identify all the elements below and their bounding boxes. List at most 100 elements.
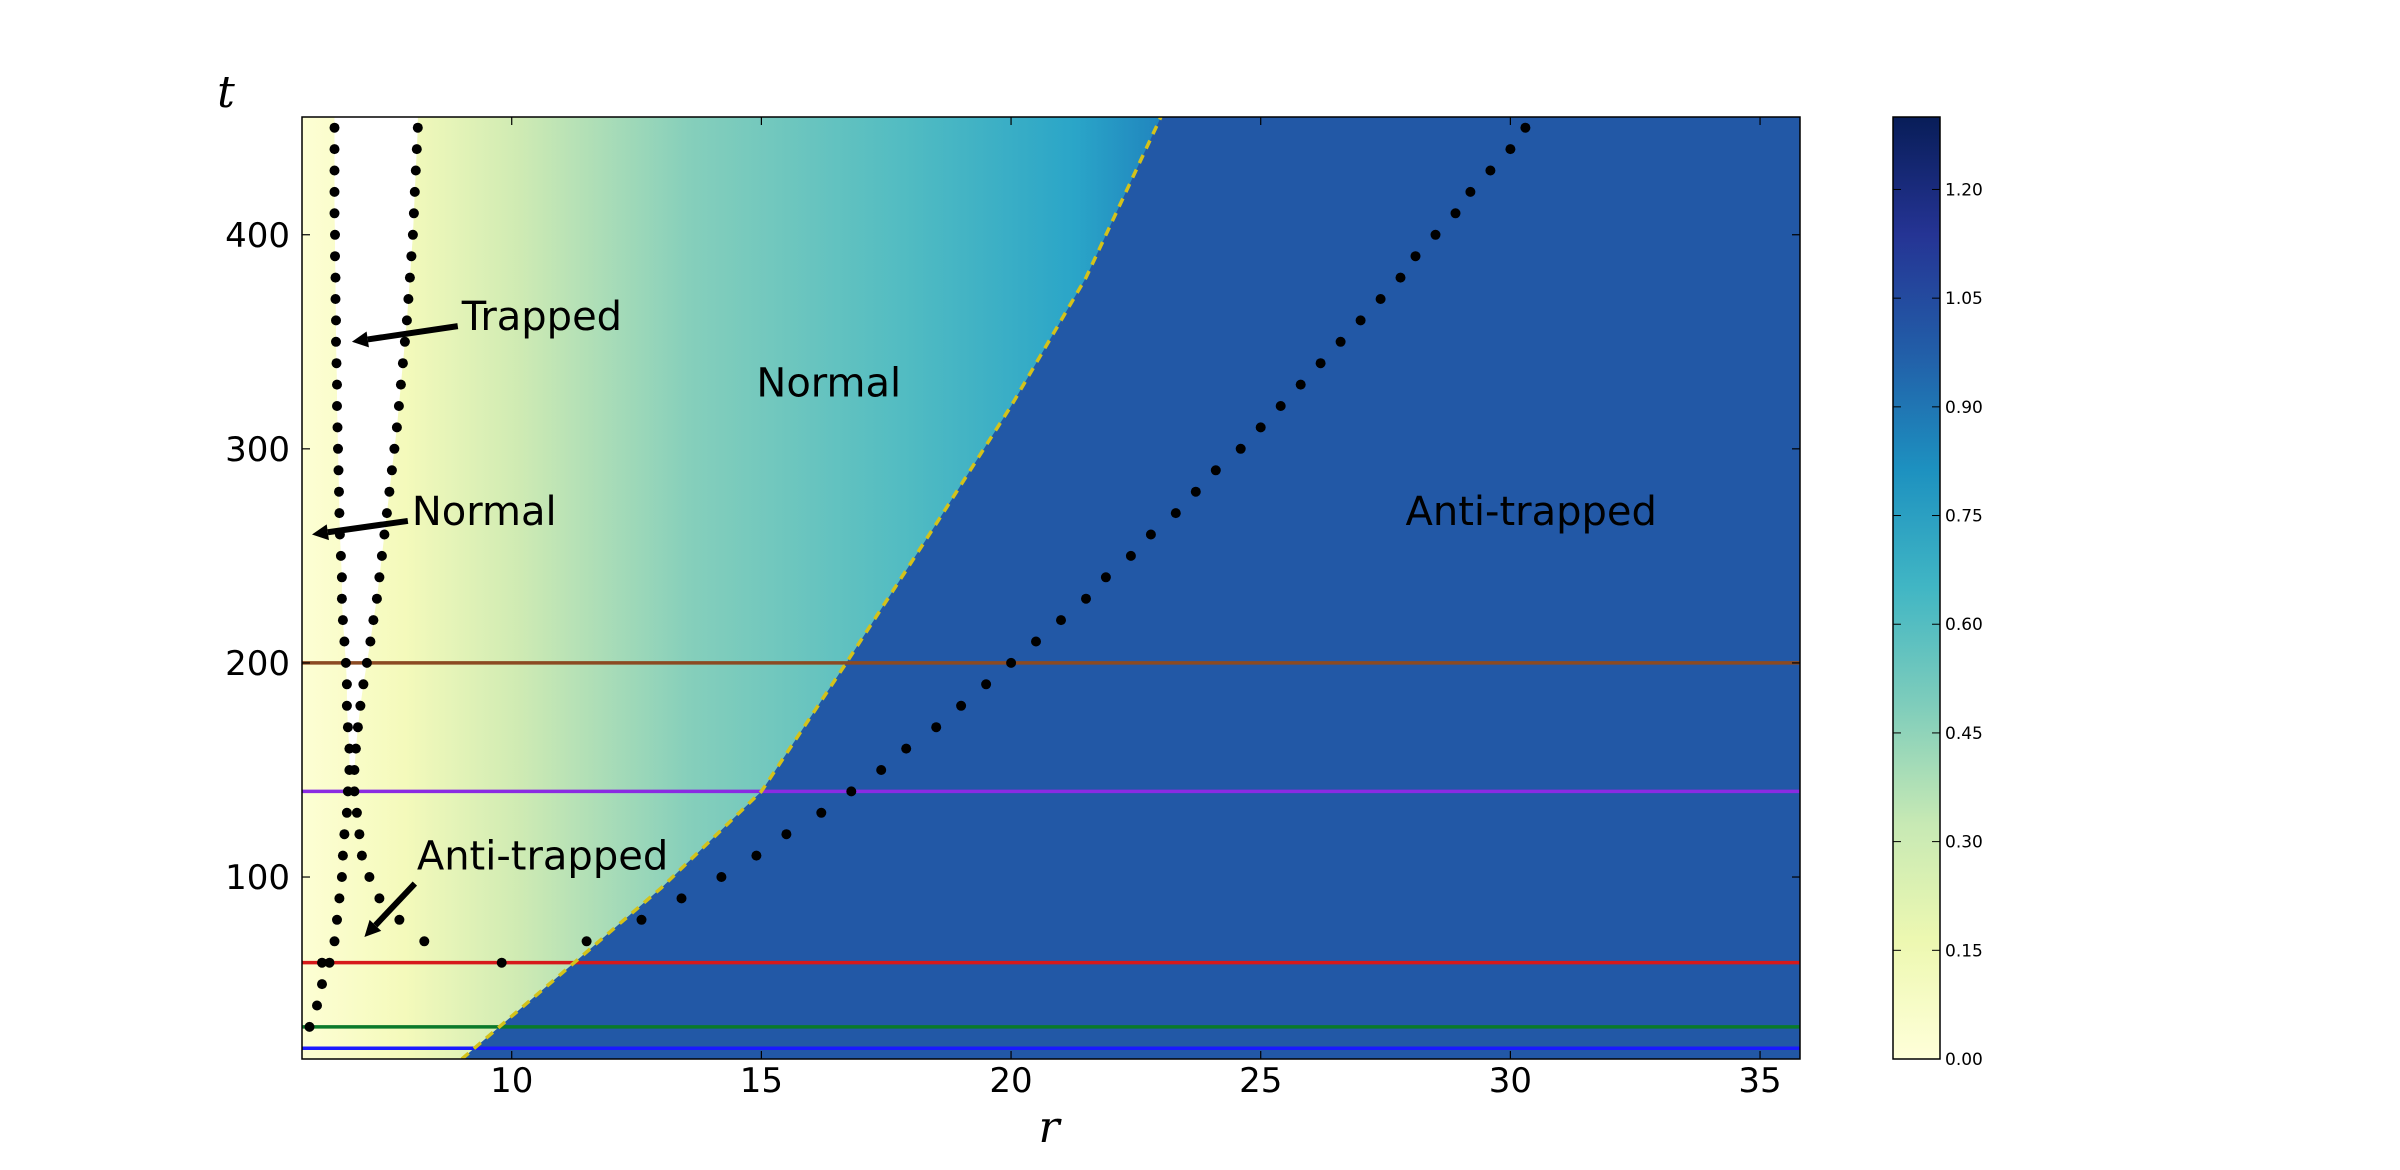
colorbar-tick-label-8: 1.20: [1945, 180, 1983, 200]
curve-0-point-26: [333, 465, 344, 476]
curve-0-point-38: [329, 208, 340, 219]
dotted-curves: [304, 122, 1531, 1032]
x-tick-label-25: 25: [1239, 1061, 1282, 1101]
y-axis-title: t: [217, 67, 235, 118]
colorbar-tick-label-7: 1.05: [1945, 289, 1983, 309]
curve-2-point-20: [1100, 572, 1111, 583]
curve-2-point-23: [1170, 508, 1181, 519]
curve-0-point-37: [330, 229, 340, 240]
curve-2-point-40: [1505, 144, 1516, 155]
curve-2-point-4: [636, 914, 647, 925]
curve-0-point-31: [331, 358, 342, 369]
colorbar-ticks: 0.00 0.15 0.30 0.45 0.60 0.75 0.90 1.05 1.20: [1893, 180, 1983, 1070]
curve-1-point-29: [403, 294, 414, 304]
trapped-region: [334, 117, 418, 770]
curve-0-point-22: [335, 550, 346, 561]
curve-0-point-29: [332, 401, 342, 411]
colorbar-tick-label-2: 0.30: [1945, 833, 1983, 853]
curve-2-point-38: [1465, 186, 1476, 197]
curve-2-point-30: [1315, 358, 1326, 369]
annotation-label-3: Anti-trapped: [1406, 489, 1657, 535]
curve-0-point-28: [332, 422, 343, 433]
colorbar-tick-label-6: 0.90: [1945, 398, 1983, 418]
curve-0-point-9: [339, 829, 350, 840]
curve-0-point-24: [334, 508, 345, 519]
annotation-arrowhead-2: [311, 524, 329, 541]
curve-0-point-21: [336, 572, 347, 583]
curve-0-point-27: [333, 443, 343, 454]
curve-2-point-12: [901, 743, 912, 754]
curve-2-point-34: [1395, 272, 1406, 283]
curve-1-point-23: [391, 422, 402, 433]
curve-2-point-8: [781, 829, 792, 840]
curve-1-point-4: [354, 829, 365, 840]
curve-2-point-17: [1031, 636, 1041, 647]
curve-1-point-1: [374, 893, 385, 904]
curve-2-point-1: [419, 936, 430, 947]
y-tick-label-200: 200: [225, 644, 290, 684]
curve-2-point-14: [956, 700, 967, 711]
curve-0-point-8: [337, 850, 348, 861]
annotation-arrow-4: [373, 881, 418, 928]
curve-2-point-31: [1335, 336, 1346, 347]
curve-1-point-24: [393, 401, 404, 411]
curve-1-point-13: [365, 636, 376, 647]
curve-1-point-19: [381, 508, 392, 519]
curve-1-point-2: [364, 872, 375, 882]
curve-1-point-25: [395, 379, 406, 390]
curve-1-point-8: [350, 743, 361, 754]
annotation-arrowhead-0: [351, 331, 369, 348]
curve-1-point-18: [379, 529, 390, 540]
x-tick-label-30: 30: [1489, 1061, 1532, 1101]
curve-2-point-28: [1275, 401, 1286, 411]
annotation-label-4: Anti-trapped: [417, 834, 668, 880]
curve-2-point-7: [751, 850, 762, 861]
colorbar-tick-label-4: 0.60: [1945, 615, 1983, 635]
curve-2-point-6: [716, 872, 727, 882]
curve-1-point-12: [361, 657, 372, 668]
curve-1-point-6: [349, 786, 360, 797]
x-tick-label-35: 35: [1738, 1061, 1781, 1101]
curve-0-point-34: [330, 294, 341, 304]
curve-2-point-9: [816, 807, 827, 818]
x-tick-label-15: 15: [740, 1061, 783, 1101]
colorbar-tick-label-0: 0.00: [1945, 1050, 1983, 1070]
y-tick-label-100: 100: [225, 858, 290, 898]
annotation-label-2: Normal: [412, 489, 557, 535]
curve-1-point-34: [409, 186, 420, 197]
curve-0-point-25: [334, 486, 344, 497]
curve-1-point-32: [407, 229, 418, 240]
curve-2-point-32: [1355, 315, 1366, 326]
curve-1-point-0: [394, 914, 405, 925]
curve-0-point-18: [339, 636, 350, 647]
curve-1-point-28: [401, 315, 412, 326]
curve-2-point-35: [1410, 251, 1421, 262]
curve-2-point-18: [1056, 615, 1066, 626]
y-tick-label-300: 300: [225, 430, 290, 470]
curve-0-point-35: [330, 272, 341, 283]
curve-2-point-25: [1210, 465, 1221, 476]
curve-2-point-37: [1450, 208, 1461, 219]
colorbar-tick-label-1: 0.15: [1945, 941, 1983, 961]
colorbar-gradient: [1892, 116, 1941, 1060]
x-tick-label-20: 20: [989, 1061, 1032, 1101]
curve-0-point-36: [330, 251, 340, 262]
curve-2-point-2: [496, 957, 507, 968]
curve-1-point-33: [408, 208, 419, 219]
curve-1-point-26: [397, 358, 408, 369]
annotation-label-0: Trapped: [461, 294, 622, 340]
curve-0-point-33: [331, 315, 341, 326]
curve-0-point-6: [334, 893, 345, 904]
horizontal-lines: [302, 661, 1800, 1051]
curve-2-point-10: [846, 786, 857, 797]
region-annotations: Trapped Normal Normal Anti-trapped Anti-trap…: [311, 294, 1657, 937]
curve-0-point-4: [329, 936, 340, 947]
curve-2-point-13: [931, 722, 942, 733]
curve-1-point-16: [374, 572, 385, 583]
curve-0-point-32: [331, 336, 341, 347]
curve-1-point-5: [351, 807, 362, 818]
colorbar-tick-label-5: 0.75: [1945, 507, 1983, 527]
curve-0-point-0: [304, 1021, 315, 1032]
curve-0-point-17: [340, 657, 351, 668]
curve-1-point-31: [406, 251, 417, 262]
